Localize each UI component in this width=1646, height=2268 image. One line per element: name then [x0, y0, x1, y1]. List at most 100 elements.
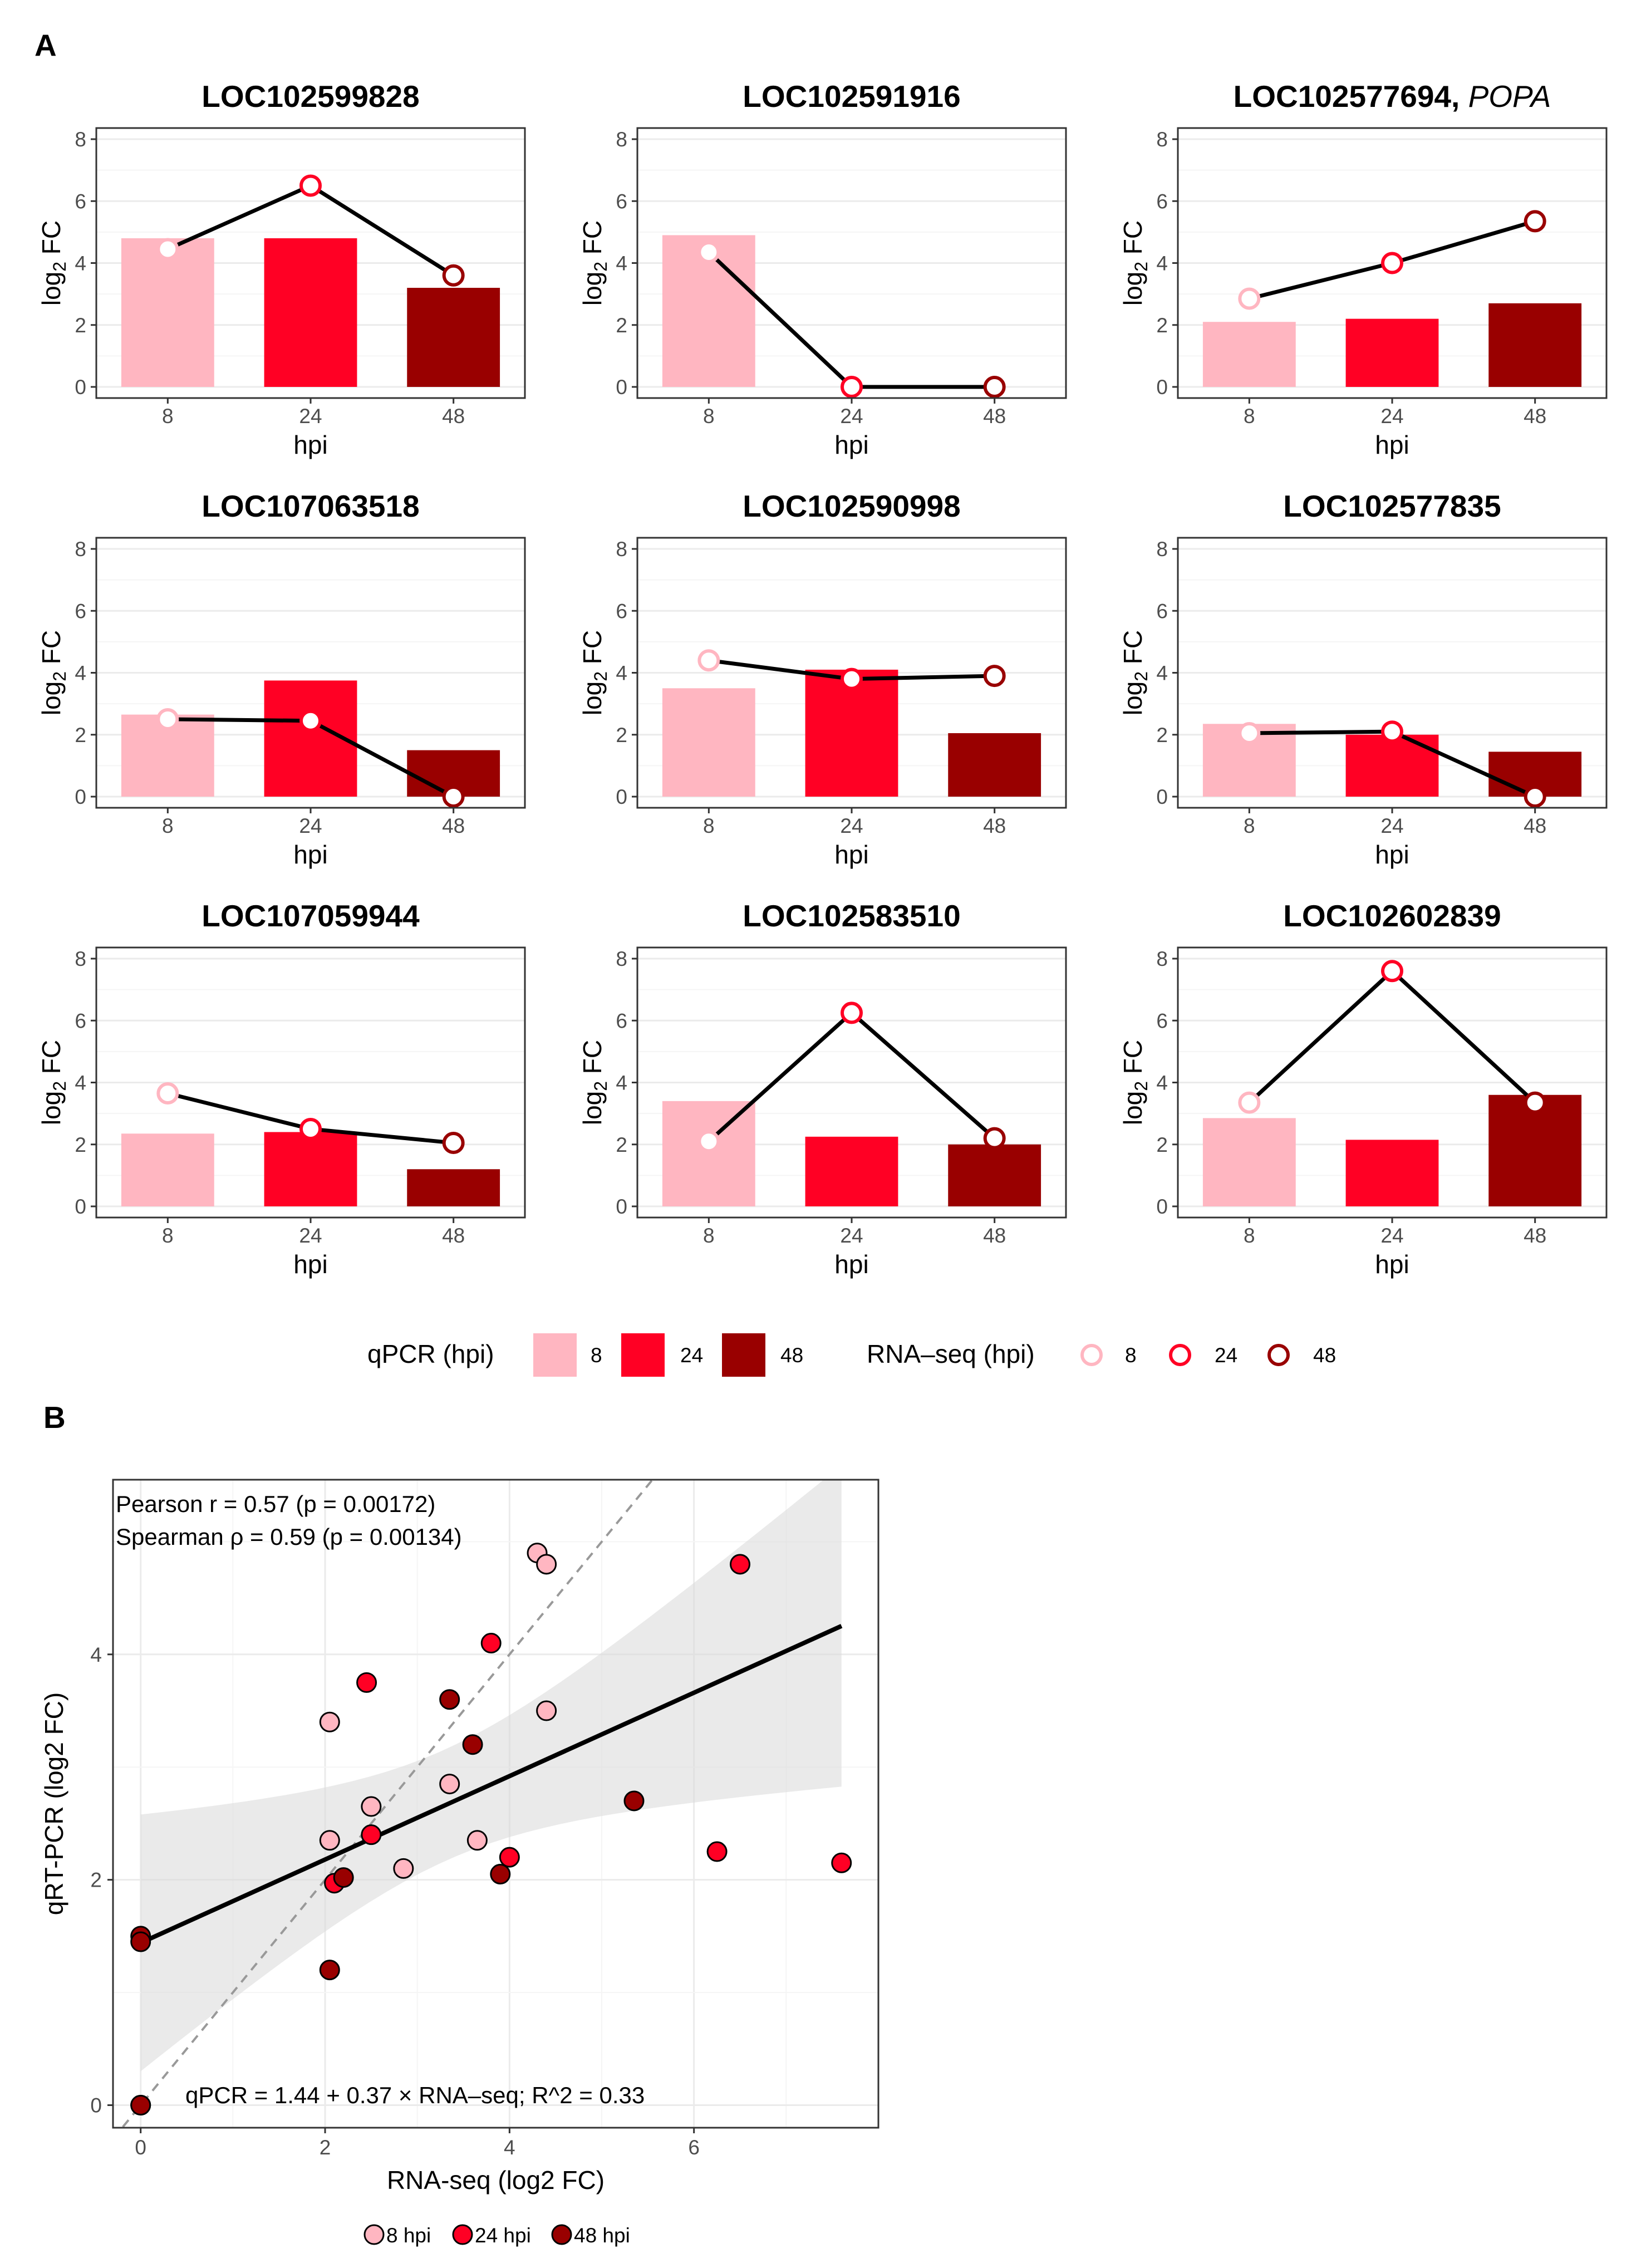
xtick-label: 48 — [442, 814, 465, 837]
bar-qpcr-24 — [264, 238, 357, 387]
scatter-point-24-hpi — [361, 1824, 382, 1845]
point-rnaseq-8 — [1238, 721, 1261, 744]
bar-qpcr-48 — [407, 1169, 500, 1206]
ytick-label: 8 — [616, 128, 627, 151]
ytick-label: 8 — [1156, 948, 1168, 970]
xtick-label: 48 — [983, 814, 1006, 837]
ytick-label: 6 — [75, 1009, 86, 1032]
xtick-label: 8 — [162, 405, 174, 428]
bar-qpcr-24 — [805, 1136, 898, 1206]
legend-a-rnaseq-marker-48 — [1267, 1344, 1290, 1366]
legend-b-label-48: 48 hpi — [574, 2224, 630, 2247]
x-axis-label: hpi — [834, 430, 868, 459]
bar-qpcr-8 — [121, 238, 214, 387]
scatter-point-8-hpi — [393, 1858, 414, 1879]
legend-a-rnaseq-marker-8 — [1080, 1344, 1103, 1366]
bar-qpcr-24 — [264, 1132, 357, 1206]
xtick-label: 48 — [1524, 1224, 1546, 1247]
ytick-label: 0 — [616, 1195, 627, 1218]
scatter-xtick-label: 0 — [135, 2136, 146, 2159]
ytick-label: 2 — [616, 724, 627, 747]
xtick-label: 24 — [840, 405, 863, 428]
ytick-label: 2 — [75, 1133, 86, 1156]
y-axis-label: log2 FC — [37, 630, 70, 715]
xtick-label: 48 — [983, 405, 1006, 428]
xtick-label: 24 — [1380, 405, 1403, 428]
ytick-label: 8 — [616, 538, 627, 561]
point-rnaseq-24 — [299, 1117, 322, 1140]
panel-title: LOC107059944 — [202, 899, 420, 933]
ytick-label: 6 — [1156, 600, 1168, 622]
scatter-point-8-hpi — [319, 1830, 340, 1851]
point-rnaseq-24 — [299, 709, 322, 732]
scatter-point-48-hpi — [490, 1864, 511, 1885]
point-rnaseq-24 — [1381, 960, 1403, 983]
scatter-point-24-hpi — [499, 1847, 520, 1868]
x-axis-label: hpi — [1375, 1250, 1409, 1279]
scatter-x-axis-label: RNA-seq (log2 FC) — [387, 2166, 605, 2195]
x-axis-label: hpi — [834, 840, 868, 869]
regression-ribbon — [140, 1480, 842, 2071]
xtick-label: 24 — [840, 1224, 863, 1247]
panel-title: LOC107063518 — [202, 489, 419, 523]
point-rnaseq-24 — [841, 376, 863, 398]
legend-b-label-24: 24 hpi — [475, 2224, 531, 2247]
ytick-label: 2 — [616, 314, 627, 337]
ytick-label: 4 — [616, 1072, 627, 1094]
bar-qpcr-24 — [1345, 1140, 1439, 1206]
xtick-label: 24 — [299, 405, 322, 428]
scatter-point-8-hpi — [319, 1711, 340, 1732]
xtick-label: 48 — [442, 405, 465, 428]
y-axis-label: log2 FC — [37, 1040, 70, 1125]
panel-b-label: B — [43, 1400, 66, 1435]
bar-qpcr-48 — [1488, 303, 1582, 387]
scatter-point-48-hpi — [130, 1931, 151, 1952]
panel-a-label: A — [35, 28, 57, 62]
scatter-point-8-hpi — [466, 1830, 488, 1851]
scatter-point-48-hpi — [130, 2095, 151, 2116]
ytick-label: 2 — [1156, 724, 1168, 747]
xtick-label: 8 — [703, 405, 715, 428]
scatter-border — [112, 1479, 879, 2129]
legend-a-rnaseq-marker-24 — [1169, 1344, 1191, 1366]
y-axis-label: log2 FC — [578, 1040, 611, 1125]
xtick-label: 24 — [1380, 1224, 1403, 1247]
legend-a-qpcr-swatch-24 — [621, 1333, 665, 1377]
point-rnaseq-8 — [156, 708, 179, 730]
xtick-label: 8 — [1244, 1224, 1255, 1247]
point-rnaseq-48 — [983, 1127, 1006, 1150]
point-rnaseq-48 — [1524, 786, 1546, 808]
panel-title: LOC102577694, POPA — [1234, 79, 1551, 114]
bar-qpcr-48 — [407, 288, 500, 387]
legend-b-marker-48 — [551, 2224, 572, 2245]
bar-qpcr-8 — [662, 688, 755, 797]
point-rnaseq-48 — [1524, 210, 1546, 233]
y-axis-label: log2 FC — [1118, 630, 1151, 715]
scatter-point-8-hpi — [536, 1700, 557, 1721]
ytick-label: 4 — [616, 252, 627, 275]
bar-qpcr-8 — [1202, 322, 1296, 387]
xtick-label: 8 — [162, 1224, 174, 1247]
point-rnaseq-48 — [983, 376, 1006, 398]
xtick-label: 8 — [703, 1224, 715, 1247]
point-rnaseq-24 — [1381, 720, 1403, 743]
ytick-label: 0 — [1156, 376, 1168, 399]
legend-b-marker-8 — [363, 2224, 385, 2245]
point-rnaseq-24 — [841, 1002, 863, 1024]
ytick-label: 0 — [75, 786, 86, 808]
ytick-label: 8 — [1156, 128, 1168, 151]
point-rnaseq-8 — [697, 649, 720, 672]
scatter-y-axis-label: qRT-PCR (log2 FC) — [40, 1692, 68, 1915]
legend-b: 8 hpi 24 hpi 48 hpi — [363, 2224, 630, 2247]
ytick-label: 6 — [1156, 190, 1168, 213]
point-rnaseq-24 — [841, 667, 863, 690]
scatter-point-24-hpi — [356, 1672, 377, 1693]
ytick-label: 8 — [75, 128, 86, 151]
legend-a-qpcr-swatch-48 — [722, 1333, 765, 1377]
